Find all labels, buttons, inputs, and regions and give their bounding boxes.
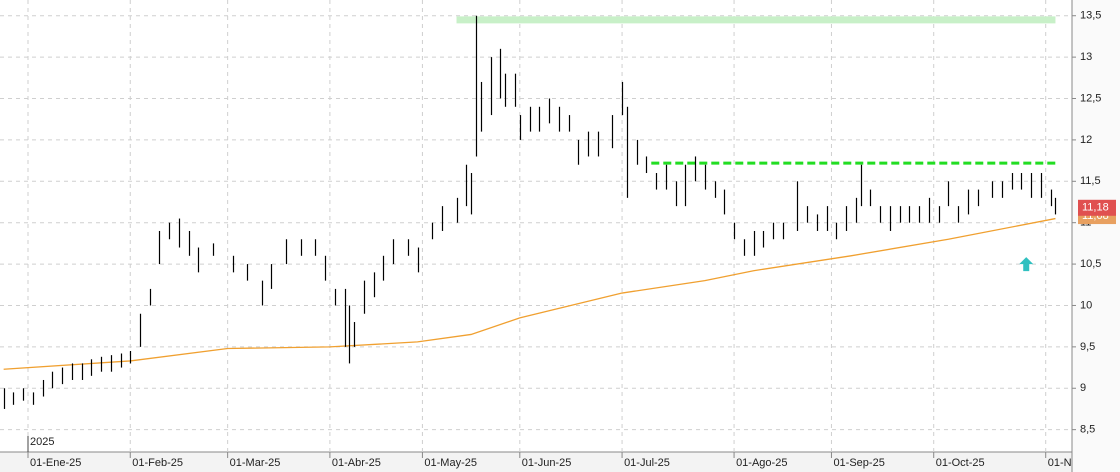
x-tick-label: 01-Sep-25 <box>833 457 884 469</box>
y-tick-label: 12,5 <box>1080 92 1101 104</box>
x-tick-label: 01-Mar-25 <box>230 457 281 469</box>
y-tick-label: 9 <box>1080 382 1086 394</box>
moving-average <box>3 217 1056 370</box>
y-tick-label: 13 <box>1080 51 1092 63</box>
x-tick-label: 01-Jun-25 <box>522 457 572 469</box>
price-label-box <box>1078 199 1116 216</box>
x-tick-label: 01-Oct-25 <box>936 457 985 469</box>
x-tick-label: 01-Ene-25 <box>30 457 81 469</box>
y-tick-label: 8,5 <box>1080 424 1095 436</box>
y-tick-label: 10,5 <box>1080 258 1101 270</box>
x-tick-label: 01-May-25 <box>424 457 477 469</box>
price-label: 11,18 <box>1082 202 1109 214</box>
x-axis-band <box>0 452 1120 472</box>
y-tick-label: 9,5 <box>1080 341 1095 353</box>
y-axis-band <box>1072 0 1120 472</box>
y-tick-label: 13,5 <box>1080 10 1101 22</box>
y-tick-label: 12 <box>1080 134 1092 146</box>
y-tick-label: 11,5 <box>1080 175 1101 187</box>
x-tick-label: 01-Feb-25 <box>132 457 183 469</box>
x-tick-label: 01-Jul-25 <box>624 457 670 469</box>
signal-arrow <box>1019 257 1034 272</box>
x-tick-label: 01-N <box>1048 457 1072 469</box>
x-tick-label: 01-Ago-25 <box>736 457 787 469</box>
year-label: 2025 <box>30 436 54 448</box>
y-tick-label: 10 <box>1080 299 1092 311</box>
x-tick-label: 01-Abr-25 <box>332 457 381 469</box>
